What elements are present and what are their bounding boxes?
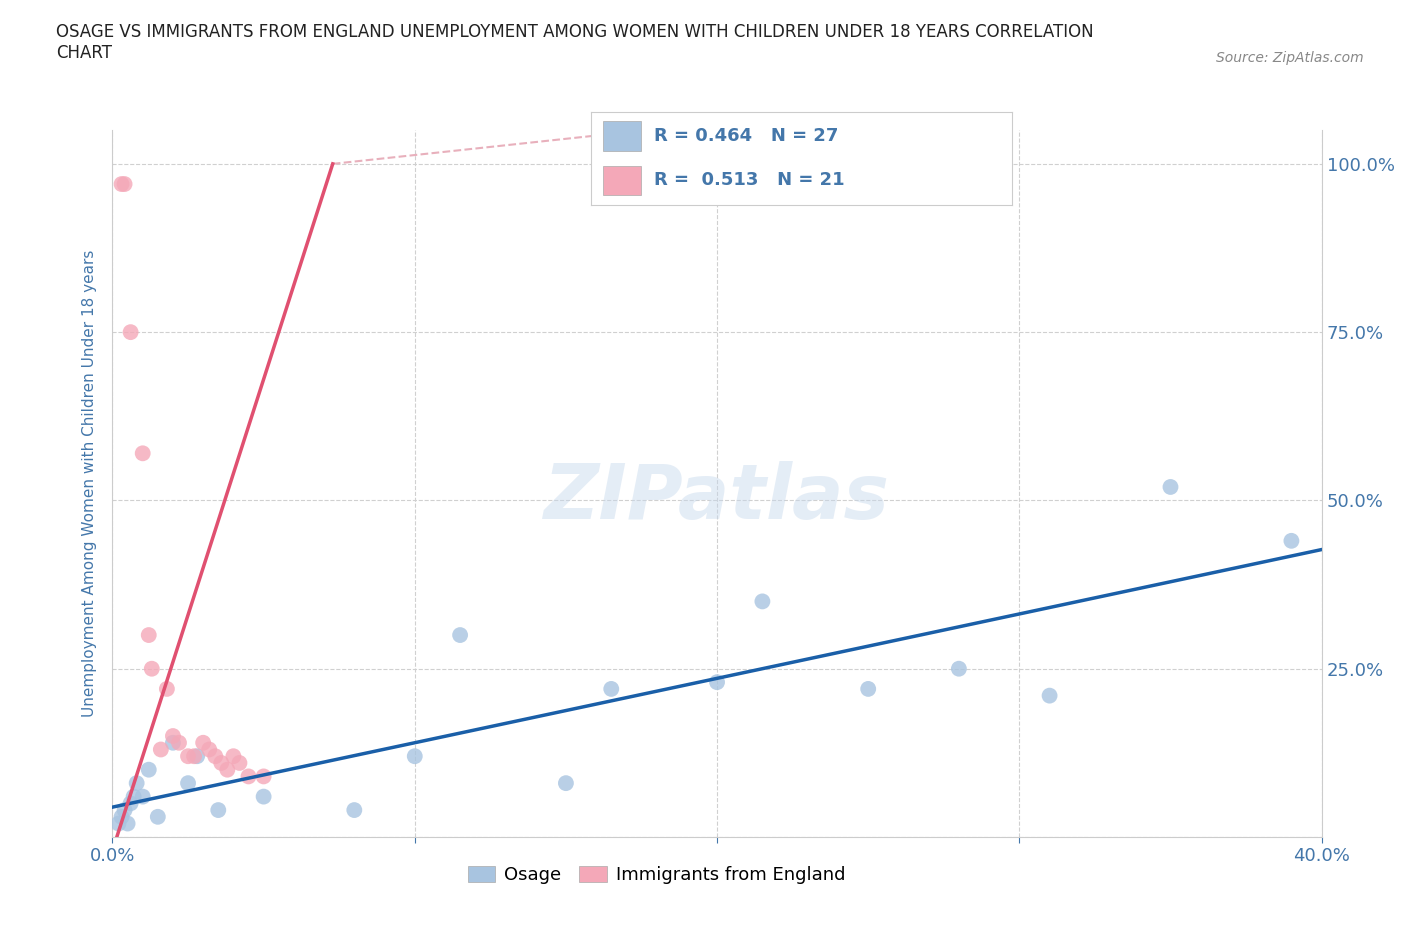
Text: R = 0.464   N = 27: R = 0.464 N = 27 [654,126,838,145]
Point [554,776,576,790]
Point [125,776,148,790]
Point [207,803,229,817]
Point [138,628,160,643]
Point [183,749,205,764]
Point [1159,480,1181,495]
Text: Source: ZipAtlas.com: Source: ZipAtlas.com [1216,51,1364,65]
Point [253,790,276,804]
Point [162,736,184,751]
Point [162,728,184,743]
Point [177,749,200,764]
Point [706,675,728,690]
Point [167,736,190,751]
Point [107,817,129,831]
Point [114,177,136,192]
Point [110,809,132,824]
Point [191,736,214,751]
Point [856,682,880,697]
Point [751,594,773,609]
Point [120,796,142,811]
Point [948,661,970,676]
Point [156,682,179,697]
Point [149,742,172,757]
Text: R =  0.513   N = 21: R = 0.513 N = 21 [654,171,845,190]
Point [449,628,471,643]
Point [186,749,208,764]
Point [253,769,276,784]
Point [204,749,226,764]
Point [132,790,155,804]
FancyBboxPatch shape [603,121,641,151]
Point [228,755,250,770]
Point [122,790,145,804]
Text: ZIPatlas: ZIPatlas [544,460,890,535]
Point [141,661,163,676]
FancyBboxPatch shape [603,166,641,195]
Text: OSAGE VS IMMIGRANTS FROM ENGLAND UNEMPLOYMENT AMONG WOMEN WITH CHILDREN UNDER 18: OSAGE VS IMMIGRANTS FROM ENGLAND UNEMPLO… [56,23,1094,62]
Legend: Osage, Immigrants from England: Osage, Immigrants from England [461,859,852,892]
Point [222,749,245,764]
Point [1038,688,1062,703]
Point [209,755,232,770]
Point [404,749,426,764]
Point [1279,534,1302,549]
Point [177,776,200,790]
Point [238,769,260,784]
Point [146,809,169,824]
Point [138,763,160,777]
Point [343,803,366,817]
Point [117,817,139,831]
Point [114,803,136,817]
Point [600,682,623,697]
Point [132,445,155,460]
Y-axis label: Unemployment Among Women with Children Under 18 years: Unemployment Among Women with Children U… [82,250,97,717]
Point [110,177,132,192]
Point [120,325,142,339]
Point [217,763,239,777]
Point [198,742,221,757]
